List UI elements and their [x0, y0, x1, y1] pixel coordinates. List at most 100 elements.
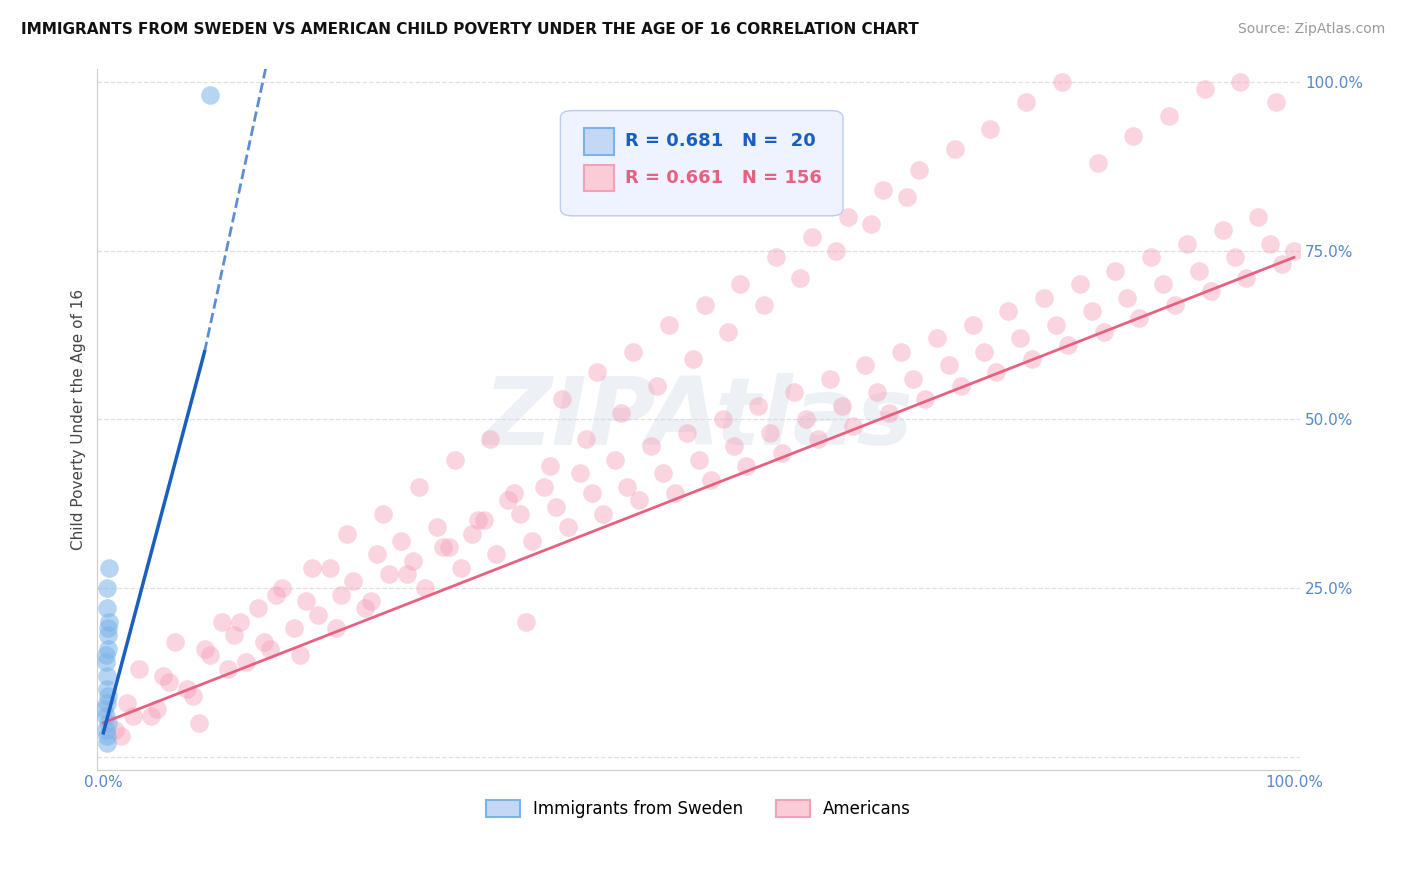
Point: [896, 189, 918, 203]
Point: [664, 486, 686, 500]
Point: [193, 641, 215, 656]
Point: [890, 344, 912, 359]
Point: [467, 513, 489, 527]
Point: [450, 560, 472, 574]
Point: [997, 304, 1019, 318]
Point: [581, 486, 603, 500]
Point: [1015, 95, 1038, 110]
Point: [443, 452, 465, 467]
Point: [1247, 210, 1270, 224]
Point: [366, 547, 388, 561]
Bar: [585, 128, 614, 155]
Point: [307, 607, 329, 622]
Point: [97, 628, 120, 642]
Point: [1229, 75, 1251, 89]
Point: [605, 452, 627, 467]
Point: [1212, 223, 1234, 237]
Point: [96, 729, 118, 743]
Point: [759, 425, 782, 440]
Point: [294, 594, 316, 608]
Y-axis label: Child Poverty Under the Age of 16: Child Poverty Under the Age of 16: [72, 289, 86, 549]
Bar: [585, 165, 614, 191]
Point: [1087, 156, 1109, 170]
Point: [699, 473, 721, 487]
Point: [616, 480, 638, 494]
Point: [413, 581, 436, 595]
Point: [1236, 270, 1258, 285]
Point: [1116, 291, 1139, 305]
Point: [259, 641, 281, 656]
Point: [866, 385, 889, 400]
Point: [877, 405, 900, 419]
Point: [675, 425, 697, 440]
Point: [96, 681, 118, 696]
Point: [152, 668, 174, 682]
Point: [378, 567, 401, 582]
Point: [217, 662, 239, 676]
Text: R = 0.661   N = 156: R = 0.661 N = 156: [626, 169, 823, 187]
Point: [568, 467, 591, 481]
Point: [235, 655, 257, 669]
Point: [610, 405, 633, 419]
Point: [682, 351, 704, 366]
Point: [688, 452, 710, 467]
Point: [247, 601, 270, 615]
Point: [271, 581, 294, 595]
Point: [496, 493, 519, 508]
Point: [432, 541, 454, 555]
Point: [96, 696, 118, 710]
Point: [735, 459, 758, 474]
Point: [389, 533, 412, 548]
Point: [342, 574, 364, 589]
Point: [1157, 109, 1180, 123]
Point: [181, 689, 204, 703]
Point: [818, 372, 841, 386]
Point: [551, 392, 574, 406]
Point: [200, 88, 222, 103]
Point: [658, 318, 681, 332]
Point: [96, 668, 118, 682]
Point: [371, 507, 394, 521]
Point: [943, 143, 966, 157]
Point: [200, 648, 222, 663]
Point: [176, 681, 198, 696]
Point: [426, 520, 449, 534]
Point: [330, 588, 353, 602]
Point: [146, 702, 169, 716]
Point: [645, 378, 668, 392]
Point: [831, 399, 853, 413]
Point: [96, 736, 118, 750]
Point: [592, 507, 614, 521]
Point: [139, 709, 162, 723]
Point: [128, 662, 150, 676]
Point: [544, 500, 567, 514]
Point: [1104, 264, 1126, 278]
Point: [730, 277, 752, 292]
Point: [301, 560, 323, 574]
Point: [962, 318, 984, 332]
Point: [717, 325, 740, 339]
Text: IMMIGRANTS FROM SWEDEN VS AMERICAN CHILD POVERTY UNDER THE AGE OF 16 CORRELATION: IMMIGRANTS FROM SWEDEN VS AMERICAN CHILD…: [21, 22, 920, 37]
Point: [693, 297, 716, 311]
Point: [115, 696, 138, 710]
Point: [515, 615, 537, 629]
Point: [104, 723, 127, 737]
Point: [1175, 236, 1198, 251]
Point: [96, 601, 118, 615]
Point: [925, 331, 948, 345]
Point: [711, 412, 734, 426]
Point: [354, 601, 377, 615]
Point: [472, 513, 495, 527]
Point: [914, 392, 936, 406]
Point: [538, 459, 561, 474]
Point: [1056, 338, 1078, 352]
Point: [1140, 251, 1163, 265]
Point: [288, 648, 311, 663]
Point: [640, 439, 662, 453]
Point: [211, 615, 233, 629]
Text: ZIPAtlas: ZIPAtlas: [484, 373, 914, 466]
Point: [1045, 318, 1067, 332]
Point: [503, 486, 526, 500]
Text: Source: ZipAtlas.com: Source: ZipAtlas.com: [1237, 22, 1385, 37]
Point: [98, 615, 121, 629]
